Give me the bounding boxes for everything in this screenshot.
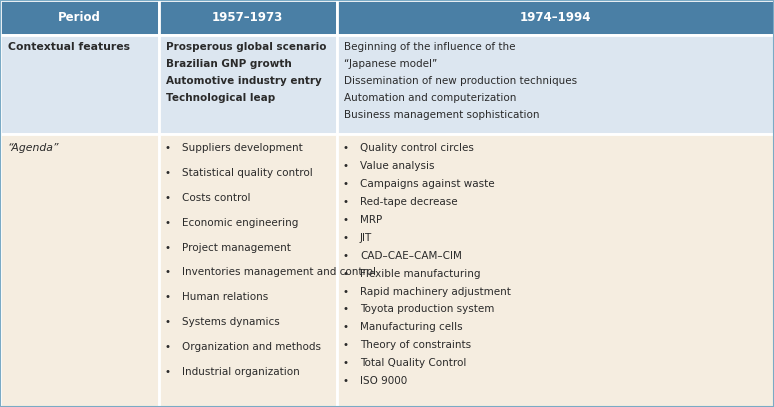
Text: Total Quality Control: Total Quality Control	[360, 358, 466, 368]
Text: •: •	[343, 215, 349, 225]
Text: Industrial organization: Industrial organization	[182, 367, 300, 377]
Text: •: •	[165, 168, 171, 178]
Text: “Japanese model”: “Japanese model”	[344, 59, 437, 69]
Text: Period: Period	[58, 11, 101, 24]
Text: 1974–1994: 1974–1994	[519, 11, 591, 24]
Text: •: •	[343, 161, 349, 171]
Text: •: •	[343, 358, 349, 368]
Text: Theory of constraints: Theory of constraints	[360, 340, 471, 350]
Bar	[337, 134, 774, 407]
Text: •: •	[343, 322, 349, 333]
Text: Quality control circles: Quality control circles	[360, 143, 474, 153]
Text: •: •	[343, 376, 349, 386]
Text: Campaigns against waste: Campaigns against waste	[360, 179, 495, 189]
Text: •: •	[343, 287, 349, 297]
Text: Value analysis: Value analysis	[360, 161, 434, 171]
Text: •: •	[165, 292, 171, 302]
Text: Economic engineering: Economic engineering	[182, 218, 298, 228]
Bar	[159, 0, 337, 35]
Text: •: •	[343, 197, 349, 207]
Text: Brazilian GNP growth: Brazilian GNP growth	[166, 59, 292, 69]
Text: ISO 9000: ISO 9000	[360, 376, 407, 386]
Text: •: •	[343, 233, 349, 243]
Text: •: •	[343, 251, 349, 261]
Text: •: •	[165, 342, 171, 352]
Text: Automation and computerization: Automation and computerization	[344, 93, 517, 103]
Text: MRP: MRP	[360, 215, 382, 225]
Text: Organization and methods: Organization and methods	[182, 342, 321, 352]
Text: Rapid machinery adjustment: Rapid machinery adjustment	[360, 287, 511, 297]
Bar	[159, 134, 337, 407]
Text: Contextual features: Contextual features	[8, 42, 130, 52]
Text: Human relations: Human relations	[182, 292, 268, 302]
Text: •: •	[343, 269, 349, 279]
Text: “Agenda”: “Agenda”	[8, 143, 60, 153]
Text: Prosperous global scenario: Prosperous global scenario	[166, 42, 327, 52]
Text: Dissemination of new production techniques: Dissemination of new production techniqu…	[344, 76, 577, 86]
Text: •: •	[343, 340, 349, 350]
Text: •: •	[343, 179, 349, 189]
Text: Statistical quality control: Statistical quality control	[182, 168, 313, 178]
Text: •: •	[165, 243, 171, 253]
Text: CAD–CAE–CAM–CIM: CAD–CAE–CAM–CIM	[360, 251, 462, 261]
Bar	[159, 35, 337, 134]
Bar	[0, 0, 159, 35]
Text: Business management sophistication: Business management sophistication	[344, 110, 540, 120]
Text: Flexible manufacturing: Flexible manufacturing	[360, 269, 481, 279]
Text: Manufacturing cells: Manufacturing cells	[360, 322, 463, 333]
Text: •: •	[165, 143, 171, 153]
Bar	[0, 134, 159, 407]
Text: Toyota production system: Toyota production system	[360, 304, 495, 315]
Text: Automotive industry entry: Automotive industry entry	[166, 76, 322, 86]
Text: JIT: JIT	[360, 233, 372, 243]
Text: •: •	[343, 143, 349, 153]
Text: •: •	[165, 267, 171, 278]
Bar	[337, 0, 774, 35]
Bar	[0, 35, 159, 134]
Bar	[337, 35, 774, 134]
Text: Beginning of the influence of the: Beginning of the influence of the	[344, 42, 516, 52]
Text: Costs control: Costs control	[182, 193, 251, 203]
Text: •: •	[165, 367, 171, 377]
Text: •: •	[343, 304, 349, 315]
Text: 1957–1973: 1957–1973	[212, 11, 283, 24]
Text: •: •	[165, 218, 171, 228]
Text: Technological leap: Technological leap	[166, 93, 276, 103]
Text: Red-tape decrease: Red-tape decrease	[360, 197, 457, 207]
Text: Systems dynamics: Systems dynamics	[182, 317, 279, 327]
Text: Inventories management and control: Inventories management and control	[182, 267, 376, 278]
Text: Suppliers development: Suppliers development	[182, 143, 303, 153]
Text: •: •	[165, 193, 171, 203]
Text: Project management: Project management	[182, 243, 291, 253]
Text: •: •	[165, 317, 171, 327]
